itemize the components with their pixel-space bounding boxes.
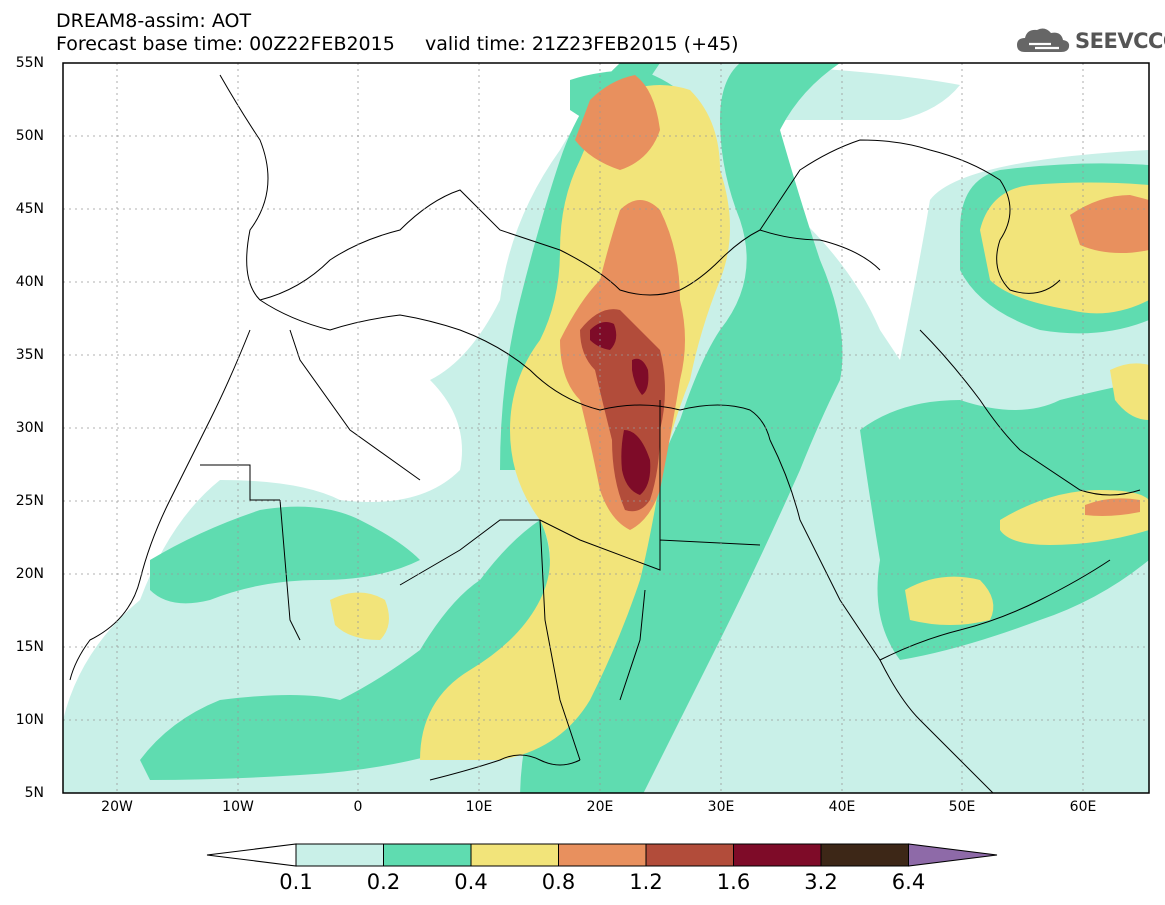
cloud-icon <box>1017 28 1070 52</box>
lat-label: 45N <box>15 201 44 217</box>
aot-1.6-region <box>590 322 651 495</box>
map-subtitle: Forecast base time: 00Z22FEB2015 valid t… <box>56 33 739 55</box>
colorbar-label: 1.6 <box>716 870 751 894</box>
colorbar <box>206 843 998 867</box>
lon-label: 20W <box>101 799 133 815</box>
lon-label: 10W <box>222 799 254 815</box>
colorbar-bin-3 <box>470 843 559 867</box>
colorbar-label: 3.2 <box>804 870 838 894</box>
coastlines <box>69 74 1141 793</box>
colorbar-label: 0.4 <box>454 870 488 894</box>
lat-label: 5N <box>24 785 44 801</box>
colorbar-bin-above <box>908 843 998 867</box>
colorbar-bin-4 <box>558 843 647 867</box>
lon-label: 20E <box>586 799 614 815</box>
lon-label: 10E <box>465 799 493 815</box>
colorbar-label: 1.2 <box>629 870 663 894</box>
lon-label: 50E <box>948 799 976 815</box>
colorbar-label: 0.8 <box>541 870 576 894</box>
map-title: DREAM8-assim: AOT <box>56 10 252 32</box>
colorbar-label: 6.4 <box>891 870 926 894</box>
colorbar-bin-1 <box>295 843 384 867</box>
colorbar-bin-6 <box>733 843 822 867</box>
lon-label: 60E <box>1069 799 1097 815</box>
map-frame <box>62 62 1150 794</box>
seevccc-logo: SEEVCCC <box>1015 26 1165 56</box>
lat-label: 30N <box>15 420 44 436</box>
lat-label: 50N <box>15 128 44 144</box>
lat-gridlines <box>63 135 1149 721</box>
lon-label: 0 <box>353 799 363 815</box>
brand-text: SEEVCCC <box>1075 29 1165 53</box>
colorbar-label: 0.1 <box>279 870 313 894</box>
lat-label: 15N <box>15 639 44 655</box>
colorbar-bin-5 <box>645 843 734 867</box>
colorbar-bin-below <box>206 843 297 867</box>
lat-label: 20N <box>15 566 44 582</box>
colorbar-label: 0.2 <box>366 870 401 894</box>
lat-label: 35N <box>15 347 44 363</box>
lat-label: 10N <box>15 712 44 728</box>
lon-gridlines <box>116 63 1084 793</box>
lat-label: 25N <box>15 493 44 509</box>
lon-label: 40E <box>828 799 856 815</box>
colorbar-bin-2 <box>383 843 472 867</box>
lon-label: 30E <box>707 799 735 815</box>
lat-label: 40N <box>15 274 44 290</box>
colorbar-bin-7 <box>820 843 909 867</box>
lat-label: 55N <box>15 55 44 71</box>
